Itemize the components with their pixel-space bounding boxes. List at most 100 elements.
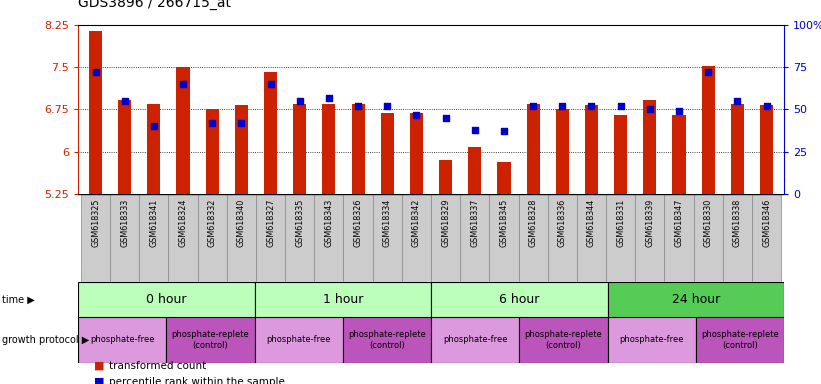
Bar (168, 194, 198, 282)
Point (264, 81, 277, 87)
Bar (256, 194, 285, 282)
Bar (664, 194, 694, 282)
Bar (489, 194, 519, 282)
Bar (89, 31, 102, 194)
Text: GSM618334: GSM618334 (383, 199, 392, 247)
Point (89, 69, 102, 75)
Point (760, 103, 773, 109)
Point (177, 81, 190, 87)
Bar (760, 106, 773, 194)
Bar (314, 194, 343, 282)
Point (410, 111, 423, 118)
Bar (461, 194, 489, 282)
Point (323, 94, 336, 101)
Text: phosphate-replete
(control): phosphate-replete (control) (525, 330, 603, 349)
Bar (373, 194, 401, 282)
Point (147, 123, 160, 129)
Bar (78, 317, 166, 363)
Bar (606, 194, 635, 282)
Text: ■: ■ (94, 361, 105, 371)
Text: ■: ■ (94, 377, 105, 384)
Bar (731, 104, 744, 194)
Text: phosphate-free: phosphate-free (89, 335, 154, 344)
Point (118, 98, 131, 104)
Point (614, 103, 627, 109)
Text: GSM618324: GSM618324 (178, 199, 187, 247)
Text: growth protocol ▶: growth protocol ▶ (2, 335, 89, 345)
Bar (205, 109, 218, 194)
Text: phosphate-replete
(control): phosphate-replete (control) (172, 330, 250, 349)
Point (468, 127, 481, 133)
Point (351, 103, 365, 109)
Bar (323, 104, 336, 194)
Text: phosphate-free: phosphate-free (443, 335, 507, 344)
Text: GSM618343: GSM618343 (324, 199, 333, 247)
Text: GSM618333: GSM618333 (120, 199, 129, 247)
Text: GSM618326: GSM618326 (354, 199, 363, 247)
Bar (635, 194, 664, 282)
Text: GSM618342: GSM618342 (412, 199, 421, 247)
Bar (147, 104, 160, 194)
Bar (519, 194, 548, 282)
Bar (577, 194, 606, 282)
Text: GSM618325: GSM618325 (91, 199, 100, 247)
Bar (351, 104, 365, 194)
Text: GSM618336: GSM618336 (557, 199, 566, 247)
Text: GSM618341: GSM618341 (149, 199, 158, 247)
Bar (166, 317, 255, 363)
Text: phosphate-free: phosphate-free (619, 335, 684, 344)
Bar (694, 194, 722, 282)
Bar (118, 100, 131, 194)
Bar (608, 317, 696, 363)
Bar (410, 113, 423, 194)
Bar (431, 194, 461, 282)
Text: GSM618347: GSM618347 (675, 199, 684, 247)
Bar (431, 317, 519, 363)
Point (498, 128, 511, 134)
Bar (672, 115, 686, 194)
Text: GSM618335: GSM618335 (296, 199, 305, 247)
Text: GSM618327: GSM618327 (266, 199, 275, 247)
Bar (255, 282, 431, 317)
Bar (285, 194, 314, 282)
Point (293, 98, 306, 104)
Bar (439, 160, 452, 194)
Bar (381, 113, 394, 194)
Text: phosphate-free: phosphate-free (266, 335, 331, 344)
Text: GSM618328: GSM618328 (529, 199, 538, 247)
Text: GSM618337: GSM618337 (470, 199, 479, 247)
Text: time ▶: time ▶ (2, 295, 35, 305)
Bar (227, 194, 256, 282)
Bar (722, 194, 752, 282)
Bar (401, 194, 431, 282)
Bar (526, 104, 539, 194)
Text: GSM618340: GSM618340 (237, 199, 245, 247)
Point (585, 103, 598, 109)
Bar (644, 100, 657, 194)
Point (381, 103, 394, 109)
Bar (468, 147, 481, 194)
Bar (608, 282, 784, 317)
Bar (140, 194, 168, 282)
Text: GSM618329: GSM618329 (441, 199, 450, 247)
Point (205, 120, 218, 126)
Text: GDS3896 / 266715_at: GDS3896 / 266715_at (78, 0, 231, 10)
Bar (255, 317, 343, 363)
Text: 24 hour: 24 hour (672, 293, 720, 306)
Text: 6 hour: 6 hour (499, 293, 539, 306)
Bar (198, 194, 227, 282)
Text: GSM618345: GSM618345 (499, 199, 508, 247)
Text: phosphate-replete
(control): phosphate-replete (control) (701, 330, 779, 349)
Bar (548, 194, 577, 282)
Bar (110, 194, 140, 282)
Text: GSM618332: GSM618332 (208, 199, 217, 247)
Bar (78, 282, 255, 317)
Text: GSM618346: GSM618346 (762, 199, 771, 247)
Bar (585, 106, 598, 194)
Text: 1 hour: 1 hour (323, 293, 363, 306)
Bar (614, 115, 627, 194)
Bar (752, 194, 781, 282)
Point (556, 103, 569, 109)
Text: 0 hour: 0 hour (146, 293, 186, 306)
Bar (293, 104, 306, 194)
